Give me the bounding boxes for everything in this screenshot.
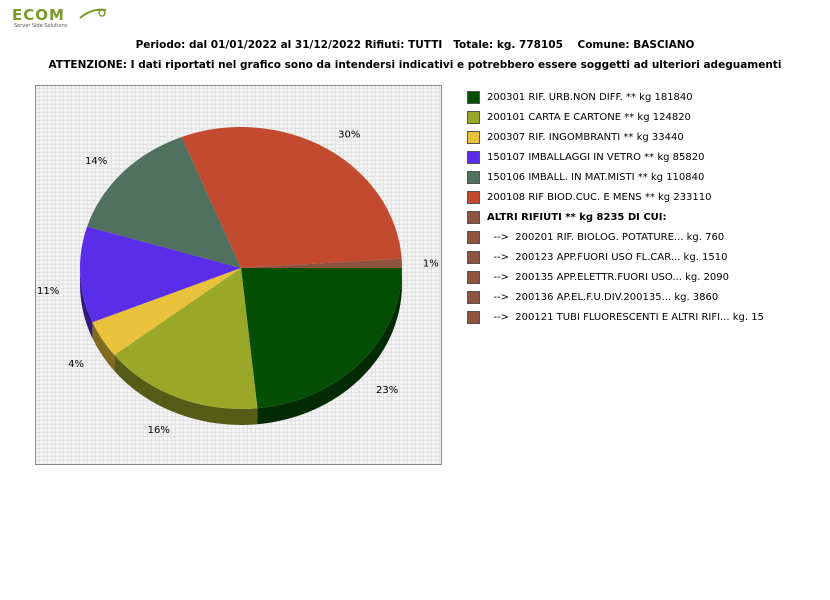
legend-swatch: [467, 251, 480, 264]
legend-swatch: [467, 231, 480, 244]
pie-percent-label-2: 4%: [68, 359, 84, 370]
legend-swatch: [467, 271, 480, 284]
pie-slice-2: [92, 268, 242, 356]
pie-percent-label-5: 30%: [338, 129, 360, 140]
legend-swatch: [467, 151, 480, 164]
legend-label: --> 200135 APP.ELETTR.FUORI USO... kg. 2…: [487, 272, 730, 283]
pie-wall-0: [257, 268, 403, 425]
legend-label: 200301 RIF. URB.NON DIFF. ** kg 181840: [487, 92, 693, 103]
legend-swatch: [467, 291, 480, 304]
pie-slice-4: [87, 136, 242, 268]
pie-percent-label-0: 23%: [376, 385, 398, 396]
period-summary: Periodo: dal 01/01/2022 al 31/12/2022 Ri…: [135, 39, 695, 51]
legend-swatch: [467, 211, 480, 224]
legend-label: 150106 IMBALL. IN MAT.MISTI ** kg 110840: [487, 172, 705, 183]
legend-swatch: [467, 131, 480, 144]
pie-slice-3: [79, 226, 241, 323]
pie-wall-3: [80, 268, 93, 339]
legend-label: 150107 IMBALLAGGI IN VETRO ** kg 85820: [487, 152, 705, 163]
pie-percent-label-1: 16%: [148, 425, 170, 436]
pie-side-walls: [80, 268, 403, 425]
pie-percent-label-4: 14%: [85, 156, 107, 167]
legend-swatch: [467, 111, 480, 124]
disclaimer-notice: ATTENZIONE: I dati riportati nel grafico…: [48, 59, 782, 71]
logo-swoosh-icon: [79, 8, 107, 19]
logo-subtitle: Server Side Solutions: [14, 23, 68, 29]
legend-label: ALTRI RIFIUTI ** kg 8235 DI CUI:: [487, 212, 667, 223]
logo-text: ECOM: [12, 6, 65, 24]
legend-swatch: [467, 311, 480, 324]
legend-swatch: [467, 171, 480, 184]
pie-slice-5: [181, 127, 402, 269]
pie-wall-2: [92, 322, 115, 372]
legend-label: --> 200136 AP.EL.F.U.DIV.200135... kg. 3…: [487, 292, 719, 303]
legend-label: 200307 RIF. INGOMBRANTI ** kg 33440: [487, 132, 684, 143]
legend-label: 200108 RIF BIOD.CUC. E MENS ** kg 233110: [487, 192, 712, 203]
legend-swatch: [467, 191, 480, 204]
pie-wall-1: [114, 355, 258, 425]
legend-label: --> 200201 RIF. BIOLOG. POTATURE... kg. …: [487, 232, 725, 243]
pie-percent-label-6: 1%: [423, 259, 439, 270]
legend-label: --> 200121 TUBI FLUORESCENTI E ALTRI RIF…: [487, 312, 764, 323]
pie-slice-6: [241, 258, 402, 268]
legend-label: --> 200123 APP.FUORI USO FL.CAR... kg. 1…: [487, 252, 728, 263]
legend-label: 200101 CARTA E CARTONE ** kg 124820: [487, 112, 691, 123]
pie-slice-1: [114, 268, 258, 409]
legend-swatch: [467, 91, 480, 104]
pie-slice-0: [241, 268, 402, 409]
pie-percent-label-3: 11%: [37, 286, 59, 297]
ecom-logo: ECOM Server Side Solutions: [12, 6, 107, 30]
